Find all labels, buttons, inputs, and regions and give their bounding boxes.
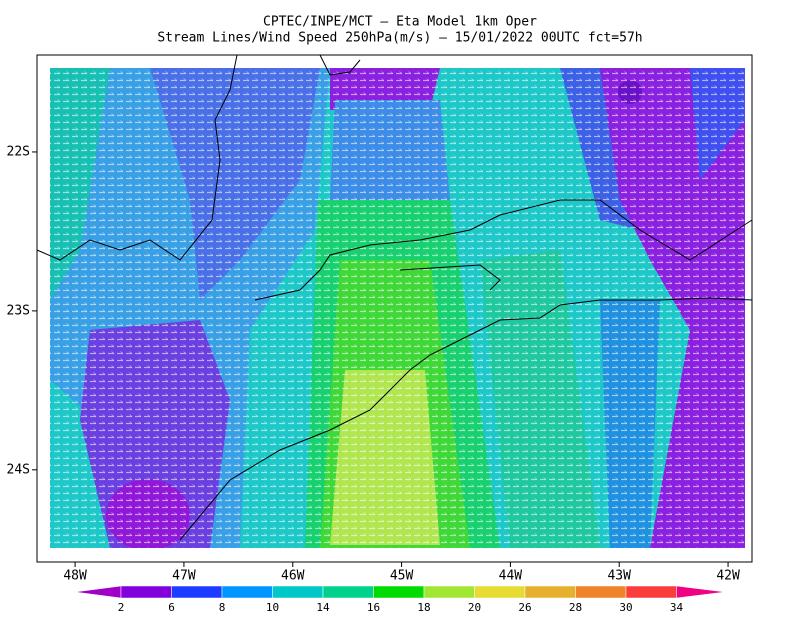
axis-ticks: 48W 47W 46W 45W 44W 43W 42W 22S 23S 24S — [7, 144, 740, 583]
colorbar-label: 8 — [219, 601, 226, 614]
colorbar-segment — [322, 585, 374, 599]
y-tick-label: 22S — [7, 144, 30, 159]
colorbar-end — [676, 585, 726, 599]
y-tick-label: 24S — [7, 462, 30, 477]
x-tick-label: 42W — [716, 569, 740, 584]
colorbar-label: 16 — [367, 601, 380, 614]
wind-field — [50, 68, 745, 548]
colorbar-segment — [373, 585, 425, 599]
colorbar-segment — [625, 585, 677, 599]
x-tick-label: 46W — [281, 569, 305, 584]
colorbar-end — [74, 585, 122, 599]
colorbar-label: 14 — [316, 601, 330, 614]
title: CPTEC/INPE/MCT — Eta Model 1km Oper — [263, 15, 537, 30]
colorbar-segment — [575, 585, 627, 599]
colorbar-segment — [171, 585, 223, 599]
colorbar-label: 2 — [118, 601, 125, 614]
colorbar-label: 6 — [168, 601, 175, 614]
colorbar-segment — [272, 585, 324, 599]
colorbar-label: 30 — [619, 601, 632, 614]
x-tick-label: 47W — [172, 569, 196, 584]
subtitle: Stream Lines/Wind Speed 250hPa(m/s) — 15… — [157, 31, 642, 46]
y-tick-label: 23S — [7, 303, 30, 318]
colorbar: 2 6 8 10 14 16 18 20 26 28 30 34 — [74, 585, 726, 614]
x-tick-label: 43W — [607, 569, 631, 584]
colorbar-segment — [474, 585, 526, 599]
colorbar-label: 26 — [518, 601, 531, 614]
colorbar-segment — [120, 585, 172, 599]
colorbar-segment — [524, 585, 576, 599]
colorbar-label: 34 — [670, 601, 684, 614]
colorbar-segment — [423, 585, 475, 599]
coastline — [36, 54, 753, 541]
x-tick-label: 44W — [499, 569, 523, 584]
x-tick-label: 45W — [390, 569, 414, 584]
colorbar-label: 20 — [468, 601, 481, 614]
x-tick-label: 48W — [63, 569, 87, 584]
colorbar-segment — [221, 585, 273, 599]
colorbar-label: 10 — [266, 601, 279, 614]
colorbar-label: 28 — [569, 601, 582, 614]
colorbar-label: 18 — [417, 601, 430, 614]
